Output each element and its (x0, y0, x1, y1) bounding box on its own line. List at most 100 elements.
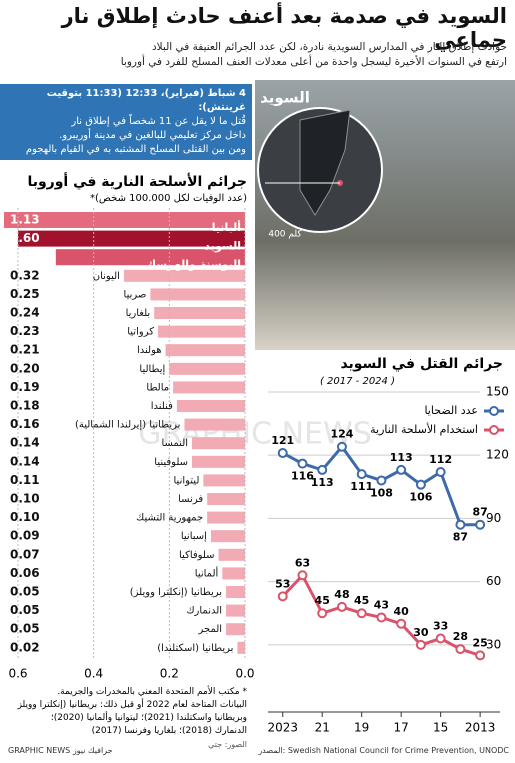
x-tick-label: 17 (394, 721, 409, 735)
point (317, 464, 328, 475)
value-label: 0.32 (10, 268, 40, 282)
bar (184, 418, 245, 431)
bar (218, 548, 245, 561)
value-label: 111 (350, 480, 373, 493)
bar (237, 641, 245, 654)
note: * مكتب الأمم المتحدة المعني بالمخدرات وا… (57, 687, 247, 697)
value-label: 0.09 (10, 529, 40, 543)
bar (192, 437, 245, 450)
point (475, 650, 486, 661)
bar (173, 381, 245, 394)
bar (222, 567, 245, 580)
category-label: المجر (197, 624, 222, 635)
value-label: 0.05 (10, 622, 40, 636)
value-label: 112 (429, 453, 452, 466)
notes: * مكتب الأمم المتحدة المعني بالمخدرات وا… (2, 686, 247, 751)
value-label: 0.05 (10, 585, 40, 599)
bar (207, 511, 245, 524)
category-label: الدنمارك (186, 606, 222, 617)
bar (203, 474, 245, 487)
value-label: 87 (472, 506, 487, 519)
bar-subtitle: (عدد الوفيات لكل 100.000 شخص)* (89, 193, 247, 204)
y-tick-label: 30 (486, 637, 501, 651)
value-label: 43 (374, 598, 389, 611)
category-label: ليتوانيا (174, 475, 200, 486)
category-label: بريطانيا (إيرلندا الشمالية) (75, 420, 181, 431)
point (277, 448, 288, 459)
category-label: السويد (205, 240, 241, 253)
map-label: السويد (260, 89, 310, 107)
category-label: النمسا (161, 438, 188, 449)
category-label: صربيا (124, 289, 147, 300)
point (277, 591, 288, 602)
bar (226, 623, 245, 636)
photo-credit: الصور: جتي (208, 740, 247, 749)
x-tick-label: 0.2 (160, 667, 179, 681)
value-label: 0.07 (10, 547, 40, 561)
point (396, 464, 407, 475)
event-heading: 4 شباط (فبراير)، 12:33 (11:33 بتوقيت غري… (46, 88, 246, 113)
title: السويد في صدمة بعد أعنف حادث إطلاق نار ج… (61, 4, 507, 52)
x-tick-label: 15 (433, 721, 448, 735)
value-label: 108 (370, 486, 393, 499)
category-label: فرنسا (178, 494, 203, 505)
subtitle-line: ارتفع في السنوات الأخيرة ليسجل واحدة من … (120, 56, 507, 68)
point (356, 608, 367, 619)
value-label: 33 (433, 620, 448, 633)
credit: GRAPHIC NEWS جرافيك نيوز (8, 746, 113, 755)
value-label: 113 (390, 451, 413, 464)
line-panel (255, 350, 515, 740)
legend-label: استخدام الأسلحة النارية (370, 422, 478, 436)
legend-dot (489, 425, 499, 435)
bar (55, 249, 246, 266)
point (435, 633, 446, 644)
point (455, 519, 466, 530)
bar (123, 269, 245, 282)
category-label: سلوفاكيا (179, 550, 215, 561)
source: المصدر: Swedish National Council for Cri… (258, 746, 509, 755)
value-label: 116 (291, 470, 314, 483)
value-label: 124 (330, 428, 353, 441)
y-tick-label: 120 (486, 448, 509, 462)
value-label: 25 (472, 636, 487, 649)
value-label: 0.50 (10, 250, 40, 264)
y-tick-label: 150 (486, 384, 509, 398)
line-subtitle: ( 2024 - 2017 ) (319, 376, 395, 387)
bar (154, 307, 245, 319)
value-label: 0.21 (10, 343, 40, 357)
value-label: 45 (315, 594, 330, 607)
subtitle: حوادث إطلاق النار في المدارس السويدية نا… (121, 40, 507, 70)
value-label: 87 (453, 531, 468, 544)
note: وبريطانيا واسكتلندا (2021)؛ ليتوانيا وأل… (50, 713, 247, 723)
value-label: 40 (394, 605, 410, 618)
point (376, 612, 387, 623)
value-label: 121 (271, 434, 294, 447)
value-label: 0.06 (10, 566, 40, 580)
value-label: 0.19 (10, 380, 40, 394)
value-label: 0.20 (10, 361, 40, 375)
category-label: ألمانيا (195, 566, 219, 579)
value-label: 63 (295, 556, 310, 569)
value-label: 106 (409, 491, 432, 504)
category-label: بريطانيا (اسكتلندا) (157, 643, 233, 654)
point (356, 469, 367, 480)
value-label: 0.10 (10, 510, 40, 524)
bar (207, 493, 245, 505)
value-label: 113 (311, 476, 334, 489)
bar (226, 586, 245, 598)
value-label: 28 (453, 630, 468, 643)
bar-title: جرائم الأسلحة النارية في أوروبا (27, 174, 247, 190)
value-label: 0.02 (10, 640, 40, 654)
event-line: قُتل ما لا يقل عن 11 شخصاً في إطلاق نار (71, 116, 246, 127)
value-label: 53 (275, 577, 290, 590)
watermark: GRAPHIC NEWS (138, 417, 371, 452)
point (297, 570, 308, 581)
point (475, 519, 486, 530)
value-label: 0.14 (10, 436, 40, 450)
value-label: 0.16 (10, 417, 40, 431)
y-tick-label: 60 (486, 574, 501, 588)
bar (18, 230, 245, 247)
x-tick-label: 0.0 (235, 667, 254, 681)
x-tick-label: 19 (354, 721, 369, 735)
